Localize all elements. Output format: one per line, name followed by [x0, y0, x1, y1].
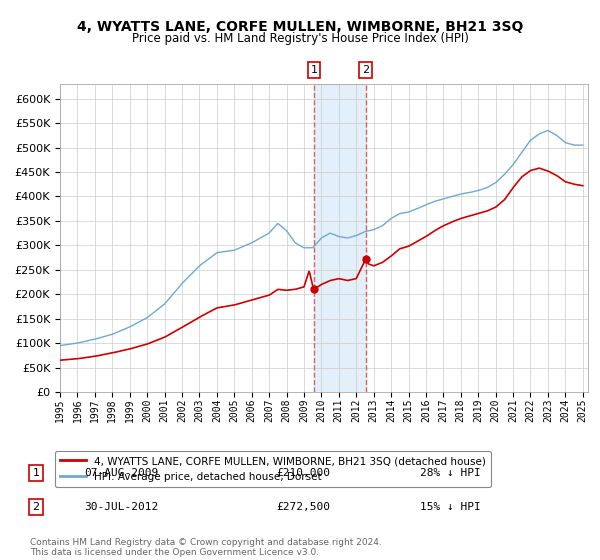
Text: 4, WYATTS LANE, CORFE MULLEN, WIMBORNE, BH21 3SQ: 4, WYATTS LANE, CORFE MULLEN, WIMBORNE, …	[77, 20, 523, 34]
Text: 2: 2	[362, 65, 370, 74]
Text: Contains HM Land Registry data © Crown copyright and database right 2024.
This d: Contains HM Land Registry data © Crown c…	[30, 538, 382, 557]
Text: 15% ↓ HPI: 15% ↓ HPI	[420, 502, 481, 512]
Text: 28% ↓ HPI: 28% ↓ HPI	[420, 468, 481, 478]
Text: £272,500: £272,500	[276, 502, 330, 512]
Text: 1: 1	[311, 65, 317, 74]
Legend: 4, WYATTS LANE, CORFE MULLEN, WIMBORNE, BH21 3SQ (detached house), HPI: Average : 4, WYATTS LANE, CORFE MULLEN, WIMBORNE, …	[55, 451, 491, 487]
Text: 2: 2	[32, 502, 40, 512]
Text: £210,000: £210,000	[276, 468, 330, 478]
Text: 07-AUG-2009: 07-AUG-2009	[84, 468, 158, 478]
Bar	[314, 84, 366, 392]
Text: 30-JUL-2012: 30-JUL-2012	[84, 502, 158, 512]
Text: 1: 1	[32, 468, 40, 478]
Text: Price paid vs. HM Land Registry's House Price Index (HPI): Price paid vs. HM Land Registry's House …	[131, 32, 469, 45]
